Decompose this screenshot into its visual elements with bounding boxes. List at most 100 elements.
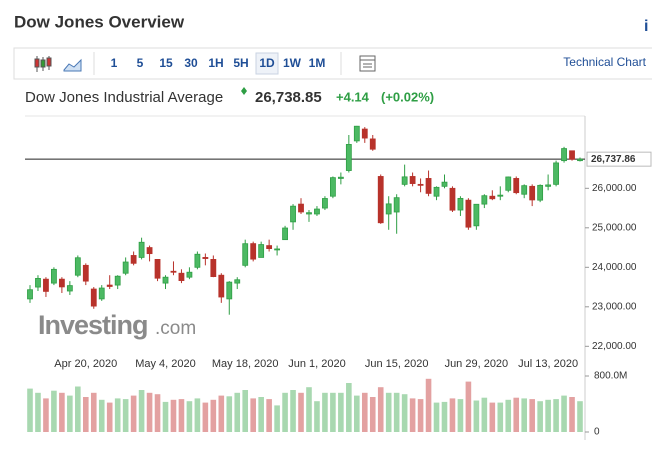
candle-body [242, 243, 249, 266]
volume-bar [234, 392, 241, 432]
volume-bar [361, 392, 368, 432]
last-price: 26,738.85 [255, 89, 322, 106]
candle-body [82, 264, 89, 282]
volume-bar [354, 395, 360, 432]
interval-button[interactable]: 15 [159, 56, 173, 70]
candle-body [529, 185, 536, 201]
candle-body [345, 144, 352, 171]
x-tick-label: Jul 13, 2020 [518, 358, 578, 370]
candle-body [322, 198, 328, 209]
x-tick-label: Jun 15, 2020 [365, 358, 429, 370]
y-tick-label: 22,000.00 [592, 341, 637, 352]
volume-bar [210, 399, 217, 432]
candle-body [489, 195, 496, 200]
info-icon[interactable]: i [644, 18, 648, 35]
volume-bar [242, 390, 249, 432]
volume-bar [577, 401, 583, 432]
volume-tick-label: 0 [594, 427, 600, 438]
x-tick-label: Apr 20, 2020 [54, 358, 117, 370]
volume-bar [170, 399, 177, 432]
candles-icon[interactable] [34, 56, 52, 72]
interval-button[interactable]: 5H [233, 56, 248, 70]
area-icon[interactable] [63, 58, 82, 72]
interval-button[interactable]: 1M [309, 56, 326, 70]
volume-bar [338, 392, 344, 432]
candle-body [35, 278, 41, 288]
technical-chart-link[interactable]: Technical Chart [563, 55, 646, 69]
candle-body [266, 245, 273, 249]
volume-bar [473, 400, 480, 432]
volume-bar [266, 399, 272, 432]
candle-body [250, 243, 257, 260]
volume-bar [369, 397, 376, 432]
volume-bar [226, 396, 233, 432]
volume-bar [497, 402, 504, 432]
volume-bar [465, 381, 472, 432]
volume-bar [545, 399, 551, 432]
candle-body [497, 194, 504, 197]
volume-bar [218, 395, 225, 432]
candle-body [43, 278, 49, 292]
volume-bar [186, 401, 193, 432]
settings-icon[interactable] [359, 55, 376, 72]
candle-body [274, 248, 281, 251]
candle-body [409, 176, 416, 184]
candle-body [51, 268, 57, 284]
widget-title: Dow Jones Overview [14, 12, 185, 31]
interval-button[interactable]: 1 [111, 56, 118, 70]
candle-body [130, 255, 137, 264]
volume-bar [346, 383, 352, 432]
interval-button[interactable]: 1W [283, 56, 302, 70]
candle-body [513, 178, 520, 194]
interval-button[interactable]: 30 [184, 56, 198, 70]
y-tick-label: 25,000.00 [592, 222, 637, 233]
volume-tick-label: 800.0M [594, 371, 627, 382]
volume-bar [330, 392, 336, 432]
volume-bar [561, 395, 567, 432]
candle-body [433, 186, 440, 197]
candle-body [122, 261, 129, 274]
candle-body [114, 275, 121, 286]
candle-body [377, 176, 384, 224]
y-tick-label: 24,000.00 [592, 262, 637, 273]
candle-body [329, 177, 336, 197]
volume-bar [67, 395, 73, 432]
volume-bar [529, 399, 535, 432]
candle-body [90, 288, 97, 307]
candle-body [202, 257, 209, 259]
y-tick-label: 23,000.00 [592, 301, 637, 312]
candle-body [146, 247, 153, 255]
candle-body [314, 208, 320, 215]
candle-body [106, 284, 113, 287]
candle-body [505, 176, 512, 191]
watermark: Investing .com [38, 310, 196, 340]
candle-body [569, 150, 575, 160]
volume-bar [282, 392, 288, 432]
interval-button[interactable]: 5 [137, 56, 144, 70]
volume-bar [258, 397, 264, 432]
current-price-tag [586, 151, 652, 167]
volume-bar [322, 392, 328, 432]
candle-body [178, 272, 185, 281]
candle-body [306, 212, 312, 215]
volume-bar [393, 392, 400, 432]
candle-body [545, 184, 552, 187]
up-indicator [241, 87, 247, 95]
volume-bar [98, 399, 105, 432]
candle-body [577, 158, 583, 162]
volume-bar [194, 398, 201, 432]
interval-button[interactable]: 1D [259, 56, 275, 70]
candle-body [401, 176, 408, 185]
volume-bar [489, 402, 496, 432]
volume-bar [35, 392, 41, 432]
candle-body [27, 289, 33, 300]
interval-button[interactable]: 1H [208, 56, 223, 70]
volume-bar [250, 398, 256, 432]
watermark-suffix: .com [155, 318, 196, 339]
volume-bar [146, 392, 153, 432]
candle-body [290, 205, 296, 223]
candle-body [66, 285, 73, 292]
volume-bar [75, 386, 81, 432]
candle-body [441, 181, 448, 187]
